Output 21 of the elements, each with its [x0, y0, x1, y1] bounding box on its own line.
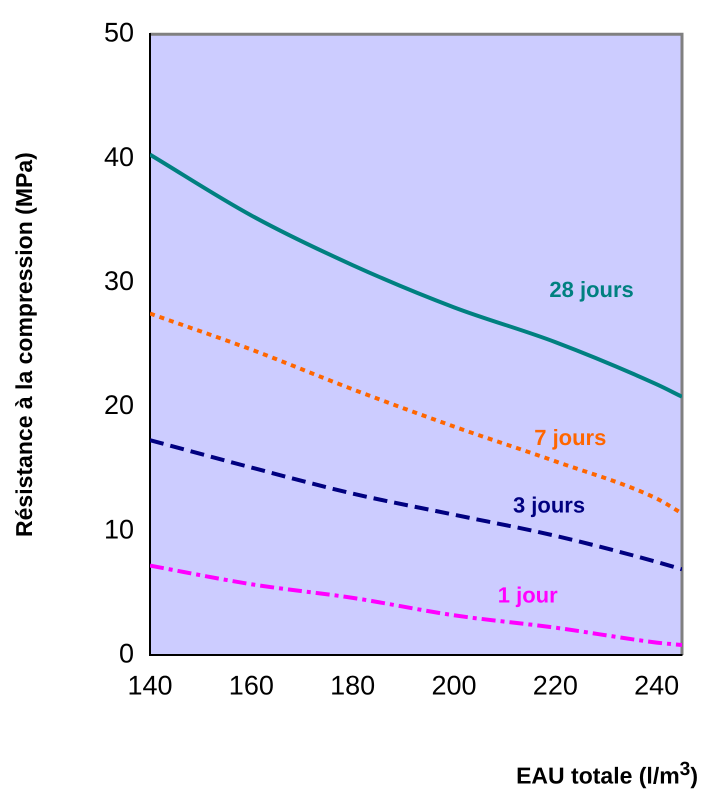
- series-label: 7 jours: [534, 424, 606, 450]
- x-tick-label: 200: [431, 670, 477, 701]
- x-axis-title: EAU totale (l/m$^{3}$): [516, 759, 698, 790]
- x-tick-label: 240: [634, 670, 680, 701]
- y-tick-label: 50: [104, 18, 134, 48]
- line-series: [150, 152, 682, 399]
- y-axis-title: Résistance à la compression (MPa): [11, 152, 38, 537]
- y-tick-label: 20: [104, 390, 134, 420]
- y-tick-label: 10: [104, 514, 134, 544]
- series-label: 1 jour: [498, 582, 558, 608]
- y-tick-label: 0: [118, 638, 134, 668]
- x-tick-label: 160: [228, 670, 274, 701]
- y-tick-label: 40: [104, 142, 134, 172]
- line-series: [150, 564, 682, 648]
- x-tick-label: 180: [330, 670, 376, 701]
- line-series: [150, 312, 682, 516]
- x-tick-label: 140: [127, 670, 173, 701]
- series-label: 3 jours: [512, 492, 586, 518]
- x-tick-label: 220: [532, 670, 578, 701]
- y-tick-label: 30: [104, 266, 134, 296]
- series-label: 28 jours: [549, 277, 634, 302]
